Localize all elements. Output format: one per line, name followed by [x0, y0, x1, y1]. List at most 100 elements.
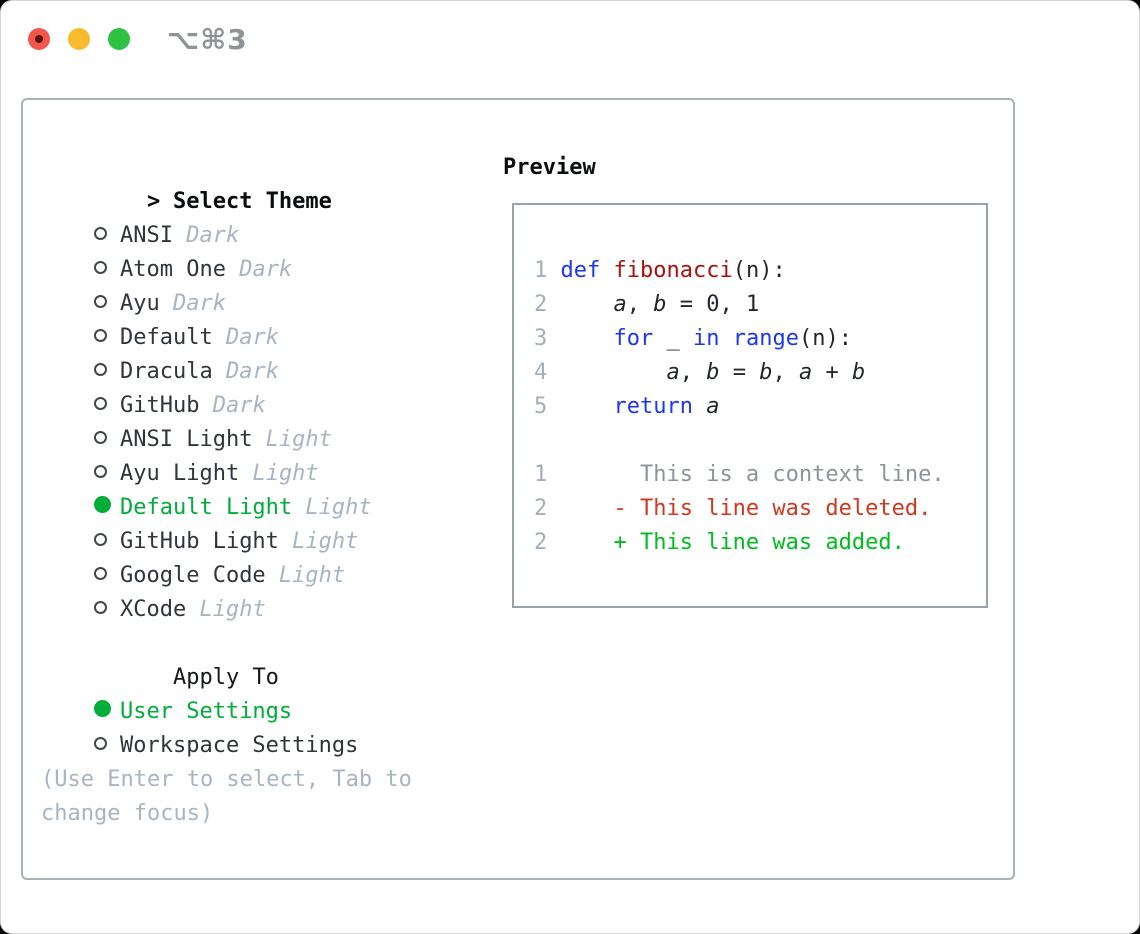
radio-icon	[93, 329, 107, 342]
window-title-shortcut: ⌥⌘3	[167, 23, 248, 56]
option-label: Default	[119, 325, 213, 350]
preview-pane: 1 def fibonacci(n): 2 a, b = 0, 1 3 for …	[512, 203, 988, 608]
theme-option[interactable]: Ayu Light Light	[41, 423, 491, 486]
theme-select-column: > Select Theme ANSI Dark Atom One Dark Ay…	[41, 151, 491, 831]
code-segment-pl	[561, 292, 614, 317]
code-segment-ln: 3	[534, 326, 561, 351]
option-tag: Dark	[212, 325, 279, 350]
option-tag: Dark	[225, 257, 293, 282]
theme-option[interactable]: Google Code Light	[41, 525, 491, 588]
radio-icon	[93, 431, 107, 444]
radio-icon	[93, 227, 107, 240]
code-preview: 1 def fibonacci(n): 2 a, b = 0, 1 3 for …	[534, 254, 986, 560]
option-label: ANSI	[119, 223, 173, 248]
code-segment-vr: b	[706, 360, 720, 385]
radio-icon	[93, 363, 107, 376]
theme-option[interactable]: Atom One Dark	[41, 219, 491, 282]
theme-option[interactable]: ANSI Dark	[41, 185, 491, 248]
code-segment-kw: return	[613, 394, 693, 419]
option-tag: Dark	[159, 291, 226, 316]
code-line: 2 - This line was deleted.	[534, 492, 986, 526]
code-segment-vr: b	[653, 292, 667, 317]
code-segment-pl	[693, 394, 706, 419]
code-segment-pl: (n):	[732, 258, 786, 283]
close-button[interactable]	[28, 28, 50, 50]
option-label: Default Light	[119, 495, 293, 520]
code-segment-pl: (n):	[798, 326, 852, 351]
code-segment-vr: a	[798, 360, 813, 385]
preview-title: Preview	[503, 155, 596, 180]
theme-option[interactable]: ANSI Light Light	[41, 389, 491, 452]
option-label: GitHub Light	[119, 529, 279, 554]
code-segment-ln: 2	[534, 496, 561, 521]
code-segment-ad: + This line was added.	[560, 530, 905, 555]
radio-icon	[93, 533, 107, 546]
option-label: User Settings	[119, 699, 293, 724]
radio-icon	[93, 295, 107, 308]
code-segment-pl: = 0, 1	[666, 292, 760, 317]
option-tag: Light	[292, 495, 372, 520]
code-segment-kw: def	[560, 258, 601, 283]
radio-icon	[93, 496, 111, 513]
minimize-button[interactable]	[68, 28, 90, 50]
code-segment-pl: ,	[772, 360, 799, 385]
code-segment-vr: b	[759, 360, 773, 385]
option-label: Dracula	[119, 359, 213, 384]
code-line: 5 return a	[534, 390, 986, 424]
option-label: Atom One	[119, 257, 226, 282]
theme-option[interactable]: GitHub Dark	[41, 355, 491, 418]
unsaved-indicator-icon	[35, 35, 43, 43]
code-segment-ln: 1	[534, 258, 561, 283]
theme-option[interactable]: User Settings	[41, 661, 491, 724]
code-line	[534, 424, 986, 458]
code-segment-pl	[561, 326, 614, 351]
code-segment-cx: This is a context line.	[560, 462, 945, 487]
option-tag: Light	[252, 427, 332, 452]
radio-icon	[93, 567, 107, 580]
option-label: Google Code	[119, 563, 266, 588]
code-line: 1 This is a context line.	[534, 458, 986, 492]
code-segment-vr: a	[706, 394, 720, 419]
code-segment-pl	[600, 258, 613, 283]
code-segment-kw: for	[613, 326, 654, 351]
theme-option[interactable]: Default Dark	[41, 287, 491, 350]
code-line: 4 a, b = b, a + b	[534, 356, 986, 390]
titlebar: ⌥⌘3	[1, 1, 1139, 71]
option-tag: Light	[239, 461, 319, 486]
option-label: Workspace Settings	[119, 733, 359, 758]
theme-option[interactable]: GitHub Light Light	[41, 491, 491, 554]
apply-to-header: Apply To	[41, 627, 491, 690]
radio-icon	[93, 700, 111, 717]
code-line: 3 for _ in range(n):	[534, 322, 986, 356]
hint-text-line-2: change focus)	[41, 801, 214, 826]
apply-to-title: Apply To	[172, 665, 279, 690]
theme-option[interactable]: Dracula Dark	[41, 321, 491, 384]
option-tag: Dark	[172, 223, 240, 248]
code-segment-ln: 4	[534, 360, 561, 385]
theme-option[interactable]: Ayu Dark	[41, 253, 491, 316]
code-segment-vr: b	[851, 360, 866, 385]
radio-icon	[93, 397, 107, 410]
code-segment-ln: 2	[534, 292, 561, 317]
code-line: 1 def fibonacci(n):	[534, 254, 986, 288]
code-segment-pl	[719, 326, 732, 351]
zoom-button[interactable]	[108, 28, 130, 50]
code-segment-kw: in	[692, 326, 720, 351]
code-segment-dl: - This line was deleted.	[560, 496, 932, 521]
code-segment-ln: 5	[534, 394, 561, 419]
select-theme-header: > Select Theme	[41, 151, 491, 214]
option-label: ANSI Light	[119, 427, 253, 452]
theme-option[interactable]: Default Light Light	[41, 457, 491, 520]
hint-text-line-1: (Use Enter to select, Tab to	[41, 767, 412, 792]
radio-icon	[93, 601, 107, 614]
theme-option[interactable]: Workspace Settings	[41, 695, 491, 758]
code-segment-pl: ,	[626, 292, 654, 317]
code-line: 2 + This line was added.	[534, 526, 986, 560]
option-tag: Dark	[212, 359, 279, 384]
option-label: Ayu Light	[119, 461, 240, 486]
theme-option[interactable]: XCode Light	[41, 559, 491, 622]
code-segment-vr: a	[666, 360, 680, 385]
select-theme-title: Select Theme	[172, 189, 332, 214]
radio-icon	[93, 737, 107, 750]
